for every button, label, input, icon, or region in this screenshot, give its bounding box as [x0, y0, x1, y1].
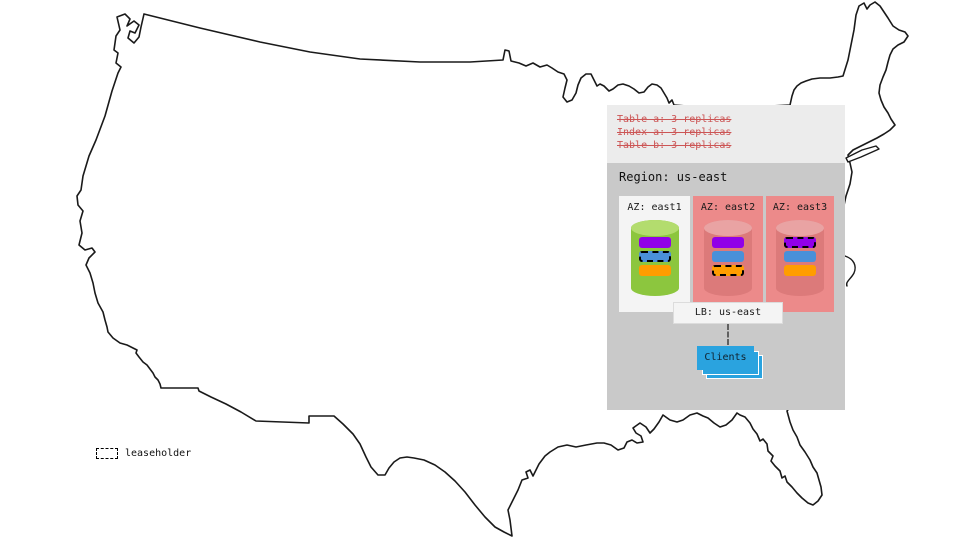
replica-bar-purple-leaseholder: [784, 237, 816, 248]
replica-bar-blue: [784, 251, 816, 262]
leaseholder-label: leaseholder: [125, 448, 192, 459]
replica-bar-blue: [712, 251, 744, 262]
legend: leaseholder: [96, 448, 191, 459]
az-east2-box: AZ: east2: [693, 196, 763, 312]
replica-bar-orange: [784, 265, 816, 276]
az-east1-label: AZ: east1: [627, 202, 682, 213]
zone-config-entry: Table a: 3 replicas: [617, 114, 732, 125]
replica-bar-blue-leaseholder: [638, 251, 671, 262]
clients-box: Clients: [697, 346, 754, 370]
az-east2-label: AZ: east2: [700, 202, 756, 213]
region-title: Region: us-east: [619, 170, 728, 184]
az-east3-label: AZ: east3: [772, 202, 828, 213]
node-cylinder-east2: [704, 220, 752, 296]
zone-config-panel: Table a: 3 replicas Index a: 3 replicas …: [607, 105, 845, 163]
lb-clients-connector: [727, 324, 729, 345]
replica-bar-purple: [712, 237, 744, 248]
replica-bar-purple: [638, 237, 671, 248]
node-cylinder-east3: [776, 220, 824, 296]
leaseholder-swatch: [96, 448, 118, 459]
clients-stack: Clients: [697, 346, 763, 379]
replica-bar-orange: [638, 265, 671, 276]
az-east3-box: AZ: east3: [766, 196, 834, 312]
replica-bar-orange-leaseholder: [712, 265, 744, 276]
node-cylinder-east1: [630, 220, 679, 296]
zone-config-entry: Index a: 3 replicas: [617, 127, 732, 138]
zone-config-entry: Table b: 3 replicas: [617, 140, 732, 151]
delmarva-outline: [844, 255, 856, 287]
region-panel: Region: us-east AZ: east1 AZ: east2: [607, 163, 845, 410]
long-island-outline: [845, 145, 880, 163]
load-balancer-box: LB: us-east: [673, 302, 783, 324]
az-east1-box: AZ: east1: [619, 196, 690, 312]
